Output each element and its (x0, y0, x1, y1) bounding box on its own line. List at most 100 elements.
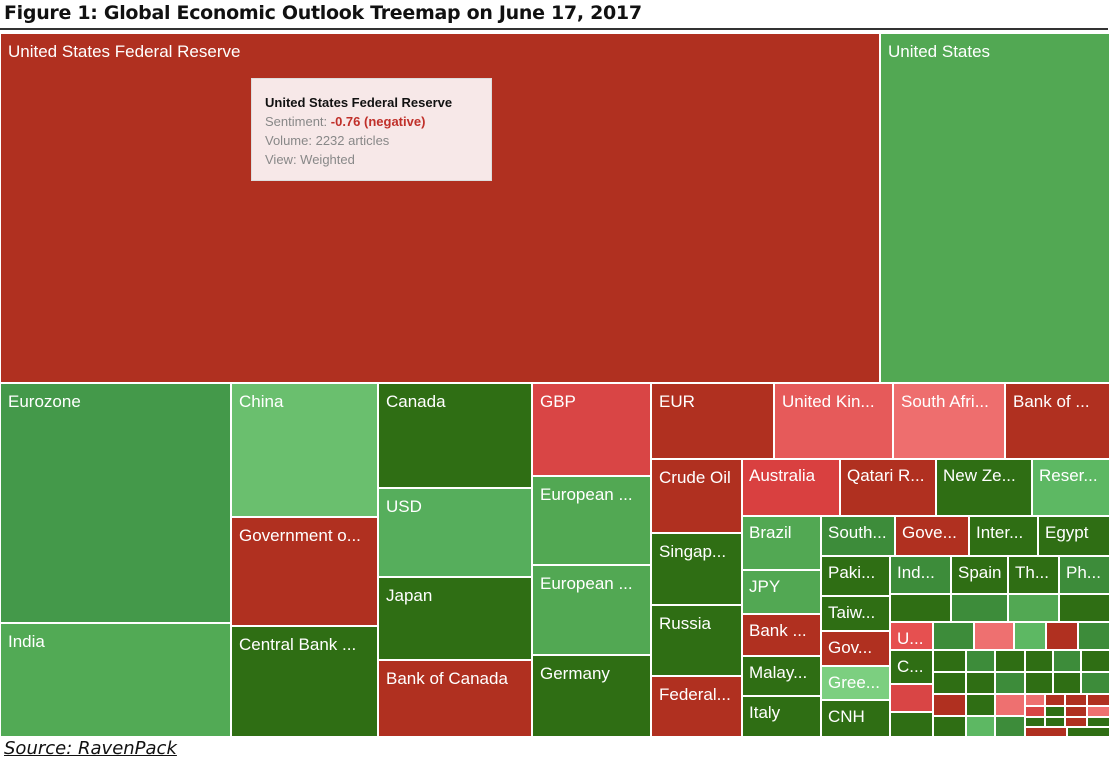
treemap-tile[interactable] (1046, 622, 1078, 650)
treemap-tile[interactable]: Malay... (742, 656, 821, 696)
treemap-tile[interactable]: South Afri... (893, 383, 1005, 459)
treemap-tile[interactable]: Central Bank ... (231, 626, 378, 737)
treemap-tile[interactable] (1081, 672, 1110, 694)
treemap-tile[interactable] (995, 694, 1025, 716)
treemap-tile[interactable]: Spain (951, 556, 1008, 594)
tooltip-sentiment-label: Sentiment: (265, 114, 331, 129)
treemap-tile[interactable]: Inter... (969, 516, 1038, 556)
treemap-tile[interactable] (951, 594, 1008, 622)
treemap-tile[interactable]: South... (821, 516, 895, 556)
treemap-tile[interactable] (1059, 594, 1110, 622)
treemap-tile[interactable] (966, 716, 995, 737)
treemap-tile[interactable]: Government o... (231, 517, 378, 626)
treemap-tile[interactable]: Brazil (742, 516, 821, 570)
treemap-tile[interactable]: CNH (821, 700, 890, 737)
treemap-tile[interactable]: Th... (1008, 556, 1059, 594)
treemap-tile[interactable]: Egypt (1038, 516, 1110, 556)
treemap-tile[interactable] (1045, 694, 1065, 706)
treemap-tile[interactable] (1053, 650, 1081, 672)
treemap-tile[interactable]: United Kin... (774, 383, 893, 459)
treemap-tile[interactable]: Qatari R... (840, 459, 936, 516)
treemap-tile[interactable]: New Ze... (936, 459, 1032, 516)
treemap-tile[interactable]: JPY (742, 570, 821, 614)
treemap-tile[interactable] (1008, 594, 1059, 622)
treemap-tile[interactable]: European ... (532, 476, 651, 565)
treemap-tile[interactable] (966, 672, 995, 694)
treemap-tile[interactable] (933, 716, 966, 737)
treemap-tile[interactable]: China (231, 383, 378, 517)
treemap-tile[interactable] (890, 712, 933, 737)
treemap-tile[interactable] (1087, 694, 1110, 706)
treemap-tile[interactable]: Japan (378, 577, 532, 660)
treemap-tile[interactable]: Ind... (890, 556, 951, 594)
treemap-tile[interactable]: Italy (742, 696, 821, 737)
treemap-tile[interactable]: Gov... (821, 631, 890, 666)
treemap-tile[interactable] (1087, 717, 1110, 727)
treemap-tile[interactable] (995, 672, 1025, 694)
treemap-tile[interactable] (1078, 622, 1110, 650)
treemap-tile[interactable]: United States (880, 33, 1110, 383)
treemap-tile[interactable]: Gove... (895, 516, 969, 556)
treemap-tile[interactable]: Australia (742, 459, 840, 516)
treemap-tile[interactable]: Crude Oil (651, 459, 742, 533)
treemap-tile[interactable] (1067, 727, 1110, 737)
treemap-tile[interactable]: Taiw... (821, 596, 890, 631)
treemap-tile[interactable] (1081, 650, 1110, 672)
treemap-tile[interactable] (933, 694, 966, 716)
treemap-tile[interactable] (1025, 672, 1053, 694)
treemap-tile[interactable] (890, 594, 951, 622)
treemap-tile[interactable] (933, 650, 966, 672)
tile-label: Federal... (659, 685, 731, 704)
treemap-tile[interactable]: Eurozone (0, 383, 231, 623)
treemap-tile[interactable]: Bank of Canada (378, 660, 532, 737)
treemap-tile[interactable] (966, 694, 995, 716)
treemap-tile[interactable]: EUR (651, 383, 774, 459)
source-note: Source: RavenPack (4, 738, 177, 759)
treemap-tile[interactable] (933, 672, 966, 694)
treemap-tile[interactable] (1045, 706, 1065, 717)
treemap-tile[interactable]: Bank ... (742, 614, 821, 656)
treemap-tile[interactable] (995, 650, 1025, 672)
treemap-tile[interactable] (890, 684, 933, 712)
treemap-tile[interactable] (966, 650, 995, 672)
treemap-tile[interactable]: Singap... (651, 533, 742, 605)
treemap-tile[interactable]: GBP (532, 383, 651, 476)
treemap-tile[interactable] (933, 622, 974, 650)
treemap-tile[interactable] (974, 622, 1014, 650)
tile-label: India (8, 632, 45, 651)
treemap-tile[interactable]: Paki... (821, 556, 890, 596)
treemap-tile[interactable] (1045, 717, 1065, 727)
treemap-tile[interactable] (1065, 717, 1087, 727)
treemap-tile[interactable]: Federal... (651, 676, 742, 737)
tooltip: United States Federal Reserve Sentiment:… (251, 78, 492, 181)
tile-label: Gree... (828, 673, 880, 692)
treemap-tile[interactable] (1025, 727, 1067, 737)
treemap-tile[interactable] (1025, 717, 1045, 727)
treemap-tile[interactable]: India (0, 623, 231, 737)
treemap-tile[interactable]: Russia (651, 605, 742, 676)
treemap-tile[interactable]: Germany (532, 655, 651, 737)
treemap-tile[interactable] (1053, 672, 1081, 694)
treemap-tile[interactable] (1065, 706, 1087, 717)
tile-label: Gov... (828, 638, 873, 657)
treemap-tile[interactable] (1065, 694, 1087, 706)
treemap-tile[interactable]: Ph... (1059, 556, 1110, 594)
treemap-tile[interactable] (995, 716, 1025, 737)
treemap-tile[interactable] (1087, 706, 1110, 717)
tile-label: Taiw... (828, 603, 876, 622)
treemap-tile[interactable]: Gree... (821, 666, 890, 700)
treemap-tile[interactable]: C... (890, 650, 933, 684)
treemap-tile[interactable]: USD (378, 488, 532, 577)
treemap-tile[interactable] (1025, 706, 1045, 717)
treemap-tile[interactable]: Bank of ... (1005, 383, 1110, 459)
treemap-tile[interactable] (1025, 694, 1045, 706)
treemap-tile[interactable]: Reser... (1032, 459, 1110, 516)
treemap-tile[interactable]: U... (890, 622, 933, 650)
treemap-tile[interactable] (1025, 650, 1053, 672)
tile-label: Canada (386, 392, 446, 411)
treemap-tile[interactable]: Canada (378, 383, 532, 488)
treemap-tile[interactable] (1014, 622, 1046, 650)
tile-label: JPY (749, 577, 781, 596)
treemap-tile[interactable]: European ... (532, 565, 651, 655)
